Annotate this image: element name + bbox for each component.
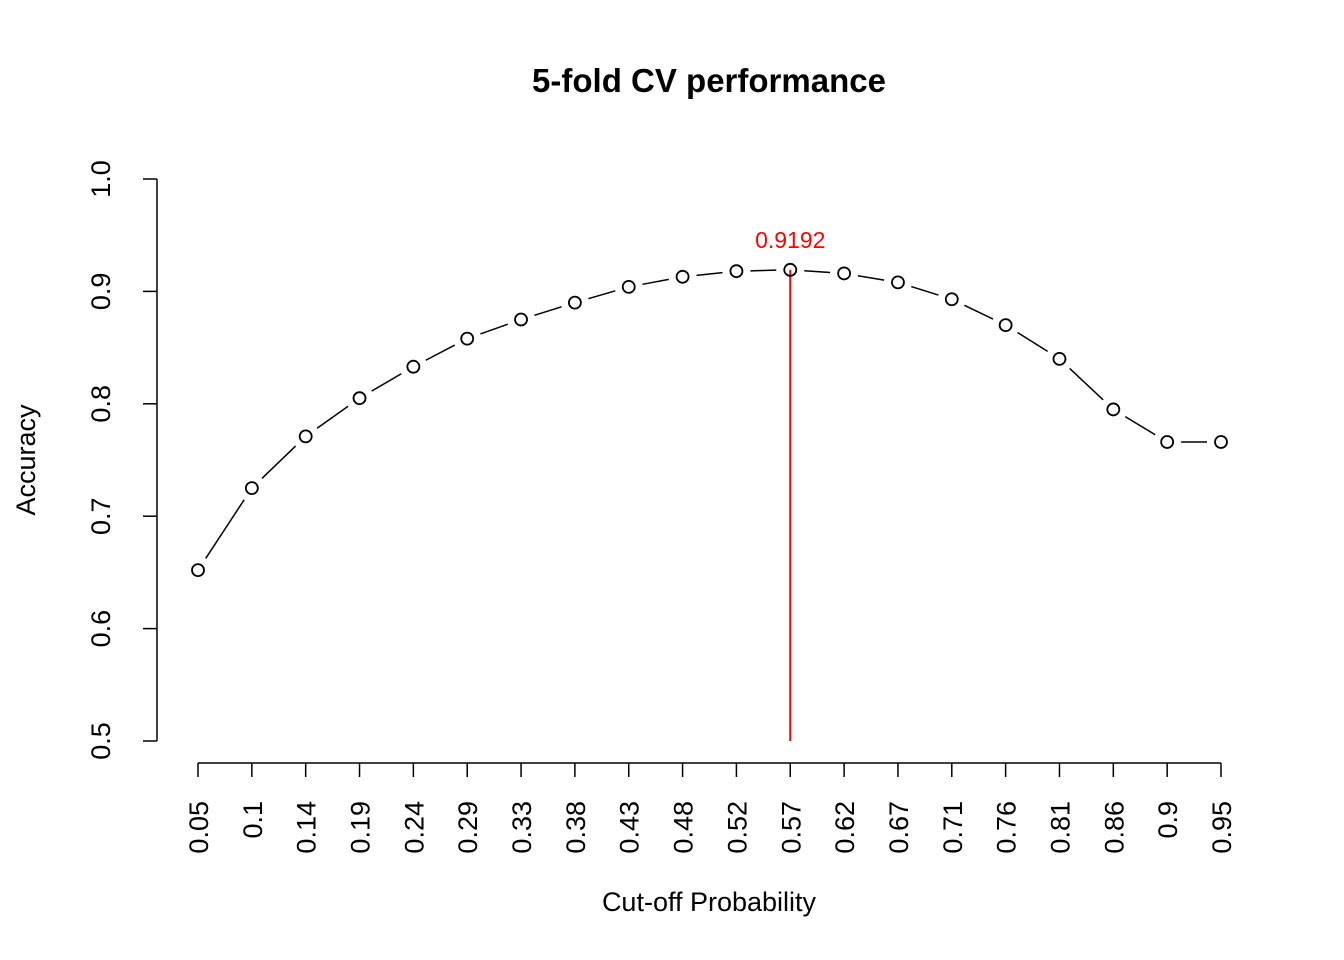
series-segment — [1017, 331, 1049, 353]
highlight-label: 0.9192 — [755, 227, 825, 253]
series-segment — [750, 269, 777, 272]
data-point — [1106, 402, 1121, 417]
x-tick-label: 0.9 — [1153, 801, 1183, 839]
data-point — [1052, 351, 1067, 366]
data-point — [191, 563, 205, 578]
x-tick-label: 0.29 — [453, 801, 483, 854]
data-point — [675, 269, 690, 284]
data-point — [1214, 435, 1228, 449]
data-point — [352, 391, 367, 406]
y-tick-label: 0.8 — [86, 385, 116, 423]
series-segment — [1069, 367, 1104, 401]
data-point — [729, 264, 744, 279]
series-segment — [425, 344, 456, 361]
series-segment — [857, 274, 885, 281]
series-segment — [804, 270, 831, 274]
y-tick-label: 0.9 — [86, 273, 116, 311]
x-tick-label: 0.24 — [399, 801, 429, 854]
series-segment — [696, 271, 723, 277]
data-point — [567, 295, 582, 310]
series-segment — [371, 373, 402, 392]
x-tick-label: 0.71 — [938, 801, 968, 854]
series-segment — [480, 323, 509, 335]
data-point — [891, 275, 905, 290]
x-tick-label: 0.62 — [830, 801, 860, 854]
data-point — [244, 481, 259, 496]
data-point — [783, 262, 798, 277]
x-tick-label: 0.38 — [561, 801, 591, 854]
data-point — [998, 318, 1013, 333]
x-tick-label: 0.76 — [992, 801, 1022, 854]
x-axis: 0.05 0.1 0.14 0.19 0.24 0.29 0.33 0.38 0.43 0.48 0… — [184, 762, 1237, 854]
x-tick-label: 0.14 — [292, 801, 322, 854]
series-segment — [205, 499, 245, 559]
x-tick-label: 0.86 — [1099, 801, 1129, 854]
data-point — [621, 280, 636, 294]
series-segment — [588, 290, 616, 300]
x-tick-label: 0.95 — [1207, 801, 1237, 854]
y-tick-label: 0.6 — [86, 610, 116, 648]
x-axis-label: Cut-off Probability — [602, 887, 817, 917]
data-point — [1160, 435, 1175, 449]
series-segment — [911, 285, 939, 296]
x-tick-label: 0.43 — [615, 801, 645, 854]
series-segment — [964, 304, 994, 320]
series-segment — [1124, 416, 1156, 436]
y-tick-label: 1.0 — [86, 160, 116, 198]
data-point — [514, 312, 528, 327]
series-points — [191, 262, 1228, 578]
highlight: 0.9192 — [755, 227, 825, 741]
data-point — [406, 359, 421, 374]
x-tick-label: 0.19 — [346, 801, 376, 854]
series-segment — [316, 405, 349, 429]
series-segment — [261, 445, 297, 479]
y-axis-label: Accuracy — [11, 404, 41, 516]
x-tick-label: 0.48 — [669, 801, 699, 854]
y-tick-label: 0.5 — [86, 722, 116, 760]
chart-title: 5-fold CV performance — [532, 62, 886, 99]
series-segment — [534, 306, 562, 317]
x-tick-label: 0.57 — [776, 801, 806, 854]
series-line — [205, 269, 1207, 559]
x-tick-label: 0.81 — [1045, 801, 1075, 854]
x-tick-label: 0.33 — [507, 801, 537, 854]
data-point — [460, 331, 475, 346]
x-tick-label: 0.05 — [184, 801, 214, 854]
data-point — [837, 266, 852, 281]
x-tick-label: 0.1 — [238, 801, 268, 839]
data-point — [298, 429, 313, 444]
data-point — [944, 292, 959, 307]
y-tick-label: 0.7 — [86, 497, 116, 535]
x-tick-label: 0.52 — [722, 801, 752, 854]
y-axis: 0.5 0.6 0.7 0.8 0.9 1.0 — [86, 160, 158, 760]
x-tick-label: 0.67 — [884, 801, 914, 854]
series-segment — [642, 278, 669, 286]
